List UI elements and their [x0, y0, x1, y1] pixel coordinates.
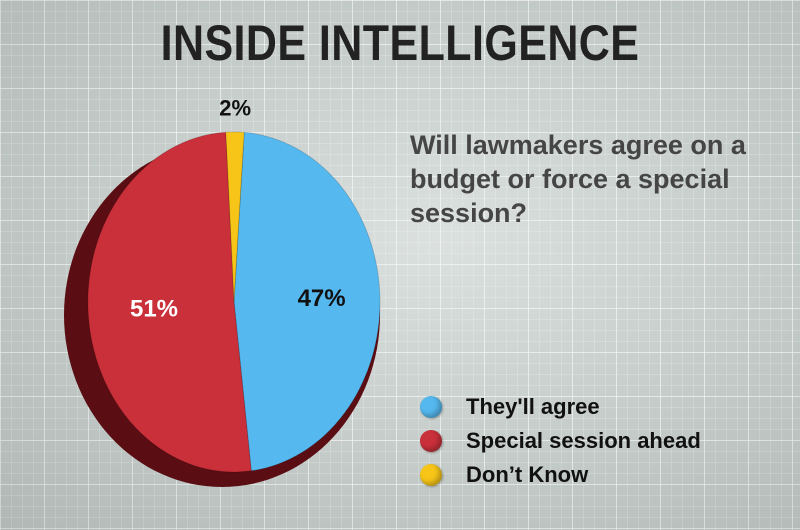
- pie-label-special-session: 51%: [130, 295, 178, 322]
- legend-item-dont-know: Don’t Know: [420, 458, 701, 492]
- pie-slice-dont-know: [225, 131, 245, 303]
- legend: They'll agree Special session ahead Don’…: [420, 390, 701, 492]
- legend-item-agree: They'll agree: [420, 390, 701, 424]
- chart-question: Will lawmakers agree on a budget or forc…: [410, 130, 746, 228]
- legend-swatch-agree: [420, 396, 442, 418]
- legend-label-special-session: Special session ahead: [466, 428, 701, 453]
- legend-label-dont-know: Don’t Know: [466, 462, 589, 487]
- pie-label-dont-know: 2%: [219, 96, 251, 121]
- pie-slice-agree: [233, 131, 381, 472]
- pie-label-agree: 47%: [298, 285, 346, 312]
- pie-slice-special-session: [87, 131, 252, 473]
- legend-swatch-dont-know: [420, 464, 442, 486]
- legend-swatch-special-session: [420, 430, 442, 452]
- chart-title: INSIDE INTELLIGENCE: [160, 15, 640, 71]
- legend-item-special-session: Special session ahead: [420, 424, 701, 458]
- legend-label-agree: They'll agree: [466, 394, 600, 419]
